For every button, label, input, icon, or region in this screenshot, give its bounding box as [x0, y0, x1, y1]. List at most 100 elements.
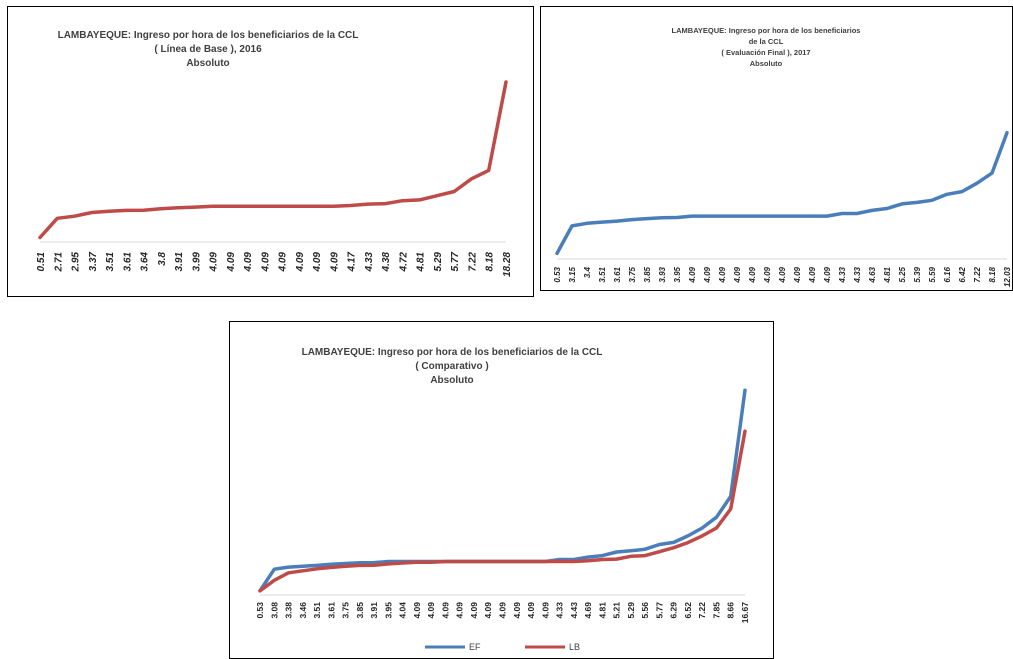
x-tick-label: 3.4: [583, 266, 592, 278]
x-tick-label: 4.43: [569, 602, 579, 619]
x-tick-label: 3.61: [122, 252, 133, 272]
x-tick-label: 4.81: [883, 266, 892, 283]
chart-panel-comparativo: LAMBAYEQUE: Ingreso por hora de los bene…: [229, 321, 774, 659]
chart-subtitle: ( Evaluación Final ), 2017: [721, 48, 810, 57]
x-tick-label: 0.53: [255, 602, 265, 619]
x-tick-label: 3.46: [298, 602, 308, 619]
x-tick-label: 4.09: [526, 602, 536, 619]
x-tick-label: 4.63: [868, 266, 877, 283]
x-tick-label: 4.09: [469, 602, 479, 619]
x-tick-label: 4.33: [853, 266, 862, 283]
x-tick-label: 3.38: [284, 602, 294, 619]
x-tick-label: 3.99: [191, 252, 202, 272]
chart-subtitle: ( Línea de Base ), 2016: [154, 44, 262, 55]
x-tick-label: 4.33: [364, 252, 375, 273]
x-tick-label: 3.51: [105, 252, 116, 272]
x-tick-label: 3.8: [157, 252, 168, 266]
x-tick-label: 0.51: [36, 252, 47, 272]
x-tick-label: 6.16: [943, 266, 952, 282]
x-tick-label: 4.33: [838, 266, 847, 283]
chart-title-line-2: de la CCL: [749, 37, 784, 46]
x-tick-label: 3.93: [658, 266, 667, 282]
x-tick-label: 4.09: [763, 266, 772, 283]
x-tick-label: 5.25: [898, 266, 907, 282]
series-line-lb: [258, 429, 747, 593]
x-tick-label: 4.09: [440, 602, 450, 619]
x-tick-label: 0.53: [553, 266, 562, 282]
x-tick-label: 4.09: [209, 252, 220, 273]
x-tick-label: 4.09: [498, 602, 508, 619]
x-tick-label: 4.09: [793, 266, 802, 283]
x-tick-label: 4.17: [347, 252, 358, 273]
x-tick-label: 6.52: [683, 602, 693, 619]
x-tick-label: 5.21: [612, 602, 622, 619]
x-tick-label: 3.61: [326, 602, 336, 619]
x-tick-label: 4.81: [597, 602, 607, 619]
x-tick-label: 4.09: [808, 266, 817, 283]
x-tick-label: 4.09: [295, 252, 306, 273]
x-tick-label: 4.09: [278, 252, 289, 273]
x-tick-label: 4.09: [483, 602, 493, 619]
legend-label-ef: EF: [469, 642, 481, 652]
chart-subtitle-line-2: Absoluto: [186, 58, 229, 69]
x-tick-label: 3.95: [383, 602, 393, 619]
x-tick-label: 5.56: [640, 602, 650, 619]
x-tick-label: 3.51: [598, 266, 607, 282]
x-tick-label: 4.09: [226, 252, 237, 273]
x-tick-label: 3.85: [643, 266, 652, 282]
x-tick-label: 5.39: [913, 266, 922, 282]
x-tick-label: 4.04: [398, 602, 408, 619]
x-tick-label: 8.66: [726, 602, 736, 619]
legend-label-lb: LB: [569, 642, 580, 652]
x-tick-label: 8.18: [485, 252, 496, 272]
x-tick-label: 3.91: [174, 252, 185, 272]
x-tick-label: 4.09: [688, 266, 697, 283]
x-tick-label: 4.81: [416, 252, 427, 273]
x-tick-label: 4.72: [398, 252, 409, 273]
chart-subtitle-line-2: Absoluto: [430, 375, 473, 386]
x-tick-label: 4.09: [412, 602, 422, 619]
chart-subtitle: ( Comparativo ): [415, 361, 488, 372]
x-tick-label: 3.64: [140, 252, 151, 272]
x-tick-label: 8.18: [988, 266, 997, 282]
x-tick-label: 3.91: [369, 602, 379, 619]
x-tick-label: 12.03: [1003, 266, 1012, 287]
chart-panel-evaluacion-final: LAMBAYEQUE: Ingreso por hora de los bene…: [540, 6, 1013, 291]
x-tick-label: 3.15: [568, 266, 577, 282]
x-tick-label: 3.75: [628, 266, 637, 282]
x-tick-label: 4.09: [243, 252, 254, 273]
chart-linea-base: LAMBAYEQUE: Ingreso por hora de los bene…: [36, 30, 513, 277]
x-tick-label: 4.69: [583, 602, 593, 619]
x-tick-label: 5.29: [626, 602, 636, 619]
x-tick-label: 4.09: [455, 602, 465, 619]
series-line-1: [38, 80, 508, 240]
chart-evaluacion-final: LAMBAYEQUE: Ingreso por hora de los bene…: [553, 26, 1012, 287]
chart-title: LAMBAYEQUE: Ingreso por hora de los bene…: [58, 30, 359, 41]
x-tick-label: 4.09: [329, 252, 340, 273]
x-tick-label: 3.95: [673, 266, 682, 282]
x-tick-label: 4.09: [540, 602, 550, 619]
x-tick-label: 2.71: [53, 252, 64, 273]
x-tick-label: 6.42: [958, 266, 967, 282]
x-tick-label: 4.09: [703, 266, 712, 283]
x-tick-label: 3.85: [355, 602, 365, 619]
x-tick-label: 5.29: [433, 252, 444, 272]
x-tick-label: 18.28: [502, 252, 513, 277]
series-line-1: [555, 130, 1009, 256]
x-tick-label: 4.09: [260, 252, 271, 273]
x-tick-label: 7.22: [467, 252, 478, 272]
x-tick-label: 4.09: [748, 266, 757, 283]
x-tick-label: 4.38: [381, 252, 392, 273]
x-tick-label: 16.67: [740, 602, 750, 624]
chart-panel-linea-base: LAMBAYEQUE: Ingreso por hora de los bene…: [7, 6, 534, 297]
x-tick-label: 7.22: [973, 266, 982, 282]
chart-title: LAMBAYEQUE: Ingreso por hora de los bene…: [302, 347, 603, 358]
chart-comparativo: LAMBAYEQUE: Ingreso por hora de los bene…: [255, 347, 750, 652]
x-tick-label: 4.09: [733, 266, 742, 283]
x-tick-label: 4.09: [718, 266, 727, 283]
x-tick-label: 6.29: [669, 602, 679, 619]
x-tick-label: 7.22: [697, 602, 707, 619]
chart-subtitle-line-2: Absoluto: [750, 59, 783, 68]
chart-title: LAMBAYEQUE: Ingreso por hora de los bene…: [672, 26, 861, 35]
x-tick-label: 4.09: [512, 602, 522, 619]
